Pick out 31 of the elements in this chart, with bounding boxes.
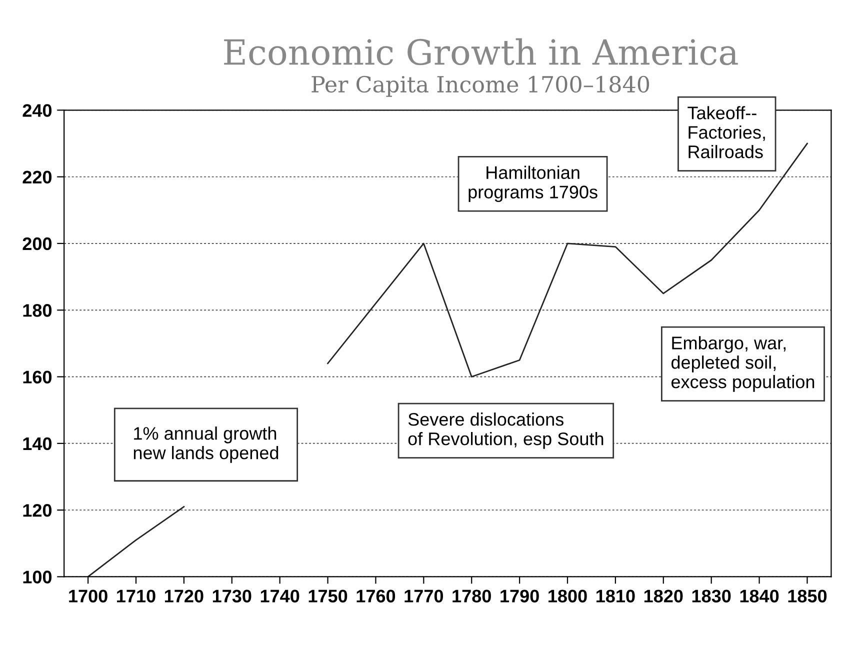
x-tick-label: 1730 — [212, 590, 252, 603]
annotation: 1% annual growth new lands opened — [134, 426, 278, 463]
x-tick-label: 1710 — [117, 590, 156, 602]
x-tick-label: 1700 — [69, 590, 108, 602]
x-tick-label: 1800 — [548, 590, 587, 602]
x-tick-label: 1840 — [740, 590, 779, 602]
y-tick-label: 180 — [23, 304, 52, 317]
x-tick-label: 1780 — [452, 590, 491, 602]
chart-title: Economic Growth in America — [224, 38, 738, 66]
y-tick-label: 160 — [23, 370, 52, 384]
y-tick-label: 140 — [23, 437, 52, 450]
x-tick-label: 1760 — [356, 590, 396, 602]
x-tick-label: 1810 — [596, 590, 635, 602]
x-tick-label: 1830 — [692, 590, 731, 603]
y-tick-label: 200 — [22, 237, 52, 250]
annotation: Hamiltonian programs 1790s — [468, 166, 598, 202]
y-tick-label: 120 — [23, 504, 52, 517]
annotation: Severe dislocations of Revolution, esp South — [408, 412, 604, 449]
x-tick-label: 1740 — [260, 590, 300, 602]
x-tick-label: 1820 — [644, 590, 683, 602]
x-tick-label: 1750 — [308, 590, 348, 602]
chart-subtitle: Per Capita Income 1700–1840 — [312, 76, 650, 97]
x-tick-label: 1850 — [788, 590, 827, 602]
y-tick-label: 100 — [23, 570, 52, 584]
y-tick-label: 240 — [22, 104, 52, 117]
x-tick-label: 1720 — [164, 590, 204, 602]
x-tick-label: 1770 — [404, 590, 444, 602]
annotation: Takeoff-- Factories, Railroads — [688, 106, 765, 158]
annotation: Embargo, war, depleted soil, excess population — [671, 336, 814, 392]
y-tick-label: 220 — [22, 170, 52, 184]
x-tick-label: 1790 — [500, 590, 539, 602]
